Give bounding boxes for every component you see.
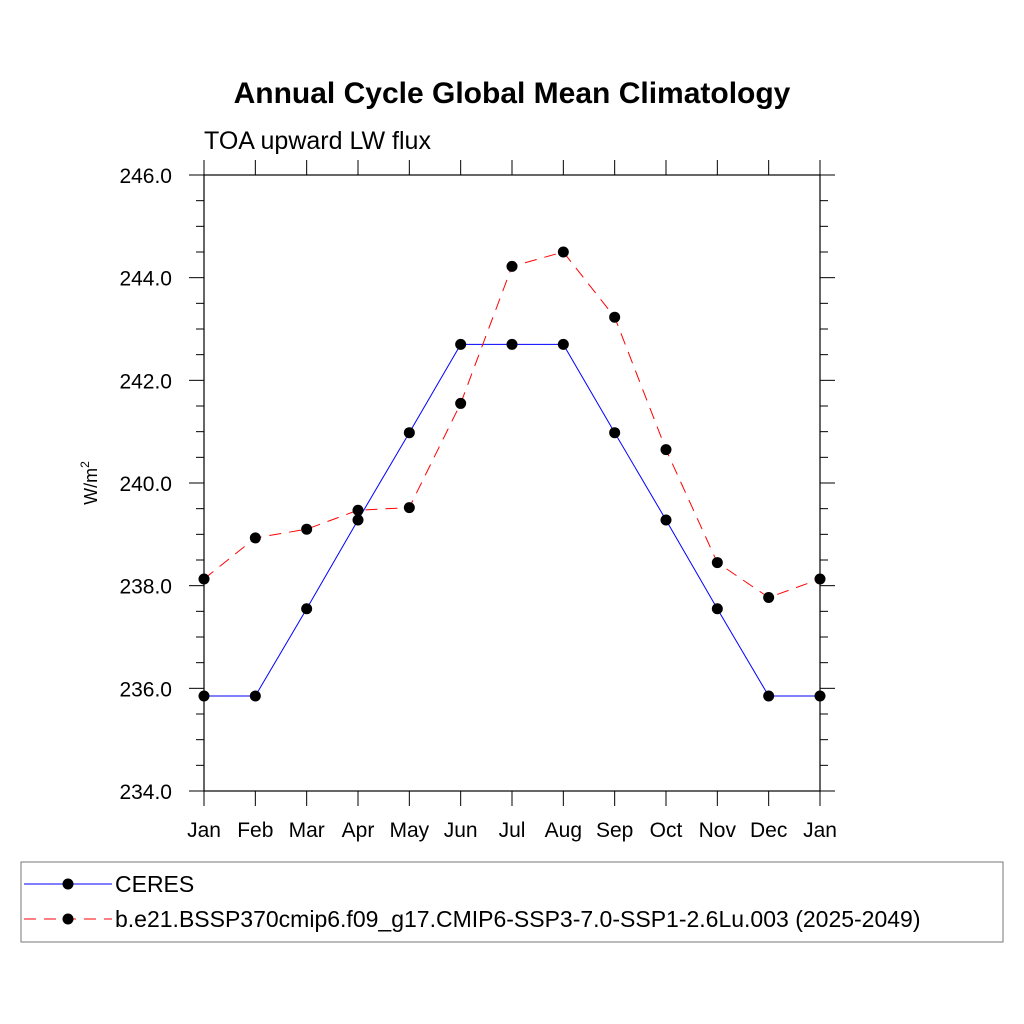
legend-label-model: b.e21.BSSP370cmip6.f09_g17.CMIP6-SSP3-7.… (115, 906, 921, 932)
y-tick-label: 242.0 (119, 370, 172, 393)
y-tick-label: 236.0 (119, 678, 172, 701)
y-axis-label-text: W/m (81, 468, 101, 505)
x-tick-labels: Jan Feb Mar Apr May Jun Jul Aug Sep Oct Nov Dec Jan (187, 819, 837, 842)
series-line-0 (204, 343, 820, 697)
x-tick-label: Sep (596, 819, 633, 842)
y-tick-label: 234.0 (119, 781, 172, 804)
y-tick-label: 246.0 (119, 165, 172, 188)
x-tick-label: Jul (499, 819, 526, 842)
series-0-point (249, 690, 261, 702)
y-axis-label: W/m2 (78, 461, 101, 505)
series-1-point (660, 444, 672, 456)
x-tick-label: Jan (803, 819, 837, 842)
series-1-point (352, 504, 364, 516)
series-1-point (711, 557, 723, 569)
series-0-point (609, 427, 621, 439)
x-tick-label: Oct (650, 819, 683, 842)
series-0-point (763, 690, 775, 702)
x-tick-label: Dec (750, 819, 787, 842)
series-1-point (609, 311, 621, 323)
series-layer (198, 246, 826, 702)
y-axis-label-superscript: 2 (78, 461, 92, 468)
series-line-1 (203, 251, 821, 599)
series-0-point (506, 338, 518, 350)
y-tick-labels: 234.0 236.0 238.0 240.0 242.0 244.0 246.0 (119, 165, 172, 804)
series-0-point (352, 514, 364, 526)
x-tick-label: May (389, 819, 429, 842)
x-tick-label: Nov (699, 819, 737, 842)
y-tick-label: 238.0 (119, 576, 172, 599)
series-0-point (660, 514, 672, 526)
x-tick-label: Jan (187, 819, 221, 842)
y-tick-label: 240.0 (119, 473, 172, 496)
series-1-point (455, 397, 467, 409)
series-1-point (403, 502, 415, 514)
series-1-point (763, 591, 775, 603)
x-tick-label: Feb (237, 819, 273, 842)
series-0-point (814, 690, 826, 702)
chart-title: Annual Cycle Global Mean Climatology (234, 77, 791, 110)
series-0-point (455, 338, 467, 350)
series-1-point (506, 260, 518, 272)
series-1-point (249, 532, 261, 544)
series-0-point (711, 603, 723, 615)
series-0-point (557, 338, 569, 350)
x-tick-label: Mar (289, 819, 325, 842)
y-tick-label: 244.0 (119, 268, 172, 291)
x-tick-label: Apr (342, 819, 375, 842)
legend-box (20, 861, 1004, 943)
x-tick-label: Aug (545, 819, 582, 842)
series-1-point (557, 246, 569, 258)
series-0-point (198, 690, 210, 702)
series-1-point (198, 573, 210, 585)
series-0-point (403, 427, 415, 439)
chart-subtitle: TOA upward LW flux (204, 127, 431, 155)
series-0-point (301, 603, 313, 615)
legend-marker-model (62, 913, 74, 925)
legend-marker-ceres (62, 878, 74, 890)
legend: CERES b.e21.BSSP370cmip6.f09_g17.CMIP6-S… (20, 861, 1004, 943)
legend-label-ceres: CERES (115, 871, 194, 897)
series-1-point (814, 573, 826, 585)
series-1-point (301, 523, 313, 535)
x-tick-label: Jun (444, 819, 478, 842)
axis-ticks (189, 160, 835, 806)
